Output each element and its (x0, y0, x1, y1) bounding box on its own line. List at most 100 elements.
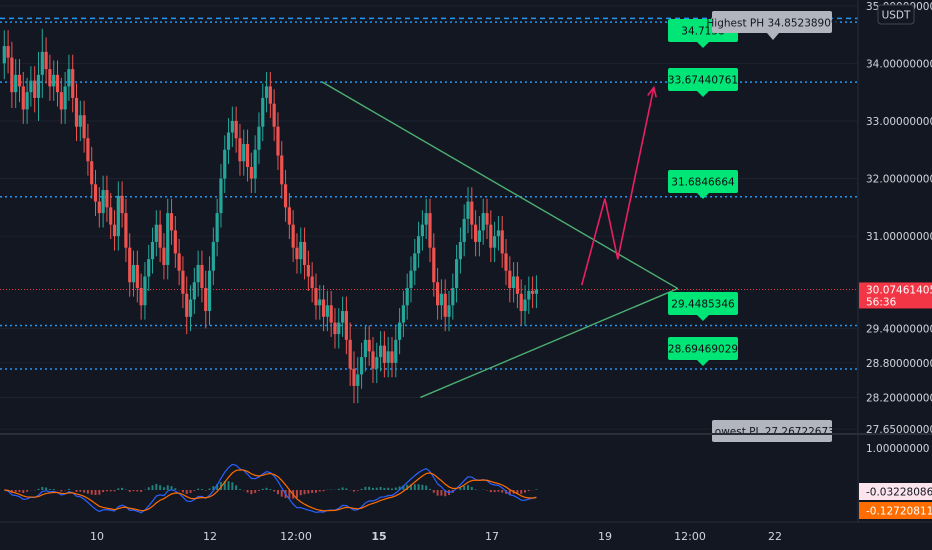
level-tag-3-pointer (697, 193, 709, 199)
macd-value-tag: -0.03228086 (859, 483, 932, 500)
level-tag-3-label: 31.6846664 (671, 177, 735, 189)
candle (352, 351, 356, 404)
candle-body (173, 230, 177, 254)
candle (348, 322, 352, 386)
candle-body (420, 224, 424, 237)
candle (200, 250, 204, 303)
candle-body (462, 218, 466, 242)
candle-body (257, 126, 261, 150)
candle-body (390, 351, 394, 363)
candle (14, 59, 18, 108)
candle-body (166, 213, 170, 265)
candle-body (52, 74, 56, 87)
candle (531, 276, 535, 309)
candle (428, 198, 432, 263)
signal-value: -0.12720811 (866, 506, 932, 518)
candle (166, 198, 170, 280)
level-tag-5-pointer (697, 360, 709, 366)
candle (439, 279, 443, 320)
lowest-callout: Lowest PL 27.26722673 (709, 420, 835, 442)
candle-body (531, 290, 535, 294)
candle-body (363, 339, 367, 358)
candle-body (287, 207, 291, 225)
candle (36, 51, 41, 121)
candle (78, 100, 82, 142)
candle (280, 141, 284, 199)
candle-body (169, 213, 174, 231)
candle (21, 72, 25, 124)
candle (416, 221, 421, 268)
candle (359, 342, 364, 389)
candle-body (268, 86, 272, 104)
candle (504, 239, 508, 286)
candle-body (375, 357, 379, 369)
candle-body (162, 247, 166, 265)
price-tick-label: 28.20000000 (866, 392, 932, 404)
candle-body (534, 289, 539, 294)
candle-body (63, 86, 67, 110)
candle-body (382, 345, 386, 363)
candle-body (177, 253, 181, 271)
candle-body (283, 184, 288, 208)
candle-body (447, 305, 451, 317)
candle (211, 227, 215, 286)
candle (477, 216, 482, 257)
candle (333, 308, 337, 349)
candle-body (409, 270, 413, 288)
level-tag-3: 31.6846664 (668, 170, 738, 199)
candle (109, 192, 113, 240)
candle (413, 239, 417, 286)
candle-body (496, 230, 501, 237)
candle (234, 106, 238, 153)
candle-body (219, 178, 223, 214)
candle-body (515, 276, 520, 294)
time-tick-label: 12 (203, 530, 217, 543)
candle (424, 198, 428, 240)
highest-callout: Highest PH 34.85238909 (706, 11, 838, 40)
candle-body (466, 201, 470, 219)
candle-body (40, 51, 44, 75)
currency-badge-box (877, 4, 915, 25)
time-tick-label: 12:00 (280, 530, 312, 543)
candle (249, 152, 253, 193)
candle (238, 123, 242, 176)
candle-body (10, 57, 14, 93)
candle-body (340, 311, 345, 323)
candle (534, 275, 539, 309)
level-tag-2-pointer (697, 91, 709, 97)
candle (192, 267, 196, 314)
candle-body (310, 276, 314, 288)
candle (188, 285, 193, 332)
candle-body (14, 74, 18, 93)
candle-body (302, 241, 307, 265)
price-tick-label: 28.80000000 (866, 358, 932, 370)
candle (443, 279, 447, 332)
candle-body (314, 288, 318, 306)
candle-body (59, 92, 63, 110)
candle (223, 135, 227, 193)
candle (519, 279, 523, 326)
candle (515, 262, 520, 309)
candle (48, 54, 52, 101)
candle (112, 210, 117, 251)
candle (485, 198, 489, 240)
price-tick-label: 31.00000000 (866, 231, 932, 243)
price-tick-label: 34.00000000 (866, 58, 932, 70)
highest-callout-label: Highest PH 34.85238909 (706, 18, 837, 30)
candle-body (371, 351, 375, 369)
candle-body (489, 224, 493, 248)
highest-callout-box (712, 11, 832, 33)
candle-body (329, 305, 333, 323)
price-tick-label: 29.40000000 (866, 323, 932, 335)
candle-body (17, 74, 22, 87)
candle-body (451, 288, 455, 306)
candle (378, 331, 383, 372)
candle (6, 30, 10, 74)
candle (52, 60, 56, 101)
time-tick-label: 22 (768, 530, 782, 543)
candle-body (181, 270, 185, 294)
candle (314, 273, 318, 320)
